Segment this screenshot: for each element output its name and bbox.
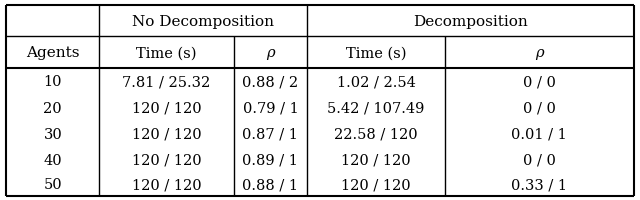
Text: 1.02 / 2.54: 1.02 / 2.54: [337, 75, 415, 89]
Text: Time (s): Time (s): [136, 46, 196, 60]
Text: 0.88 / 1: 0.88 / 1: [243, 178, 298, 191]
Text: 0 / 0: 0 / 0: [523, 153, 556, 167]
Text: 40: 40: [44, 153, 62, 167]
Text: No Decomposition: No Decomposition: [132, 15, 274, 28]
Text: 0.01 / 1: 0.01 / 1: [511, 127, 567, 141]
Text: 120 / 120: 120 / 120: [132, 101, 201, 115]
Text: 120 / 120: 120 / 120: [341, 153, 411, 167]
Text: 120 / 120: 120 / 120: [132, 153, 201, 167]
Text: Time (s): Time (s): [346, 46, 406, 60]
Text: Decomposition: Decomposition: [413, 15, 528, 28]
Text: 0 / 0: 0 / 0: [523, 101, 556, 115]
Text: 120 / 120: 120 / 120: [341, 178, 411, 191]
Text: 50: 50: [44, 178, 62, 191]
Text: 7.81 / 25.32: 7.81 / 25.32: [122, 75, 211, 89]
Text: 0.79 / 1: 0.79 / 1: [243, 101, 298, 115]
Text: 10: 10: [44, 75, 62, 89]
Text: 120 / 120: 120 / 120: [132, 178, 201, 191]
Text: 0.33 / 1: 0.33 / 1: [511, 178, 567, 191]
Text: 120 / 120: 120 / 120: [132, 127, 201, 141]
Text: 0.87 / 1: 0.87 / 1: [243, 127, 298, 141]
Text: ρ: ρ: [535, 46, 543, 60]
Text: 20: 20: [44, 101, 62, 115]
Text: ρ: ρ: [266, 46, 275, 60]
Text: 5.42 / 107.49: 5.42 / 107.49: [327, 101, 425, 115]
Text: 0.89 / 1: 0.89 / 1: [243, 153, 298, 167]
Text: 0 / 0: 0 / 0: [523, 75, 556, 89]
Text: Agents: Agents: [26, 46, 79, 60]
Text: 0.88 / 2: 0.88 / 2: [243, 75, 298, 89]
Text: 30: 30: [44, 127, 62, 141]
Text: 22.58 / 120: 22.58 / 120: [334, 127, 418, 141]
